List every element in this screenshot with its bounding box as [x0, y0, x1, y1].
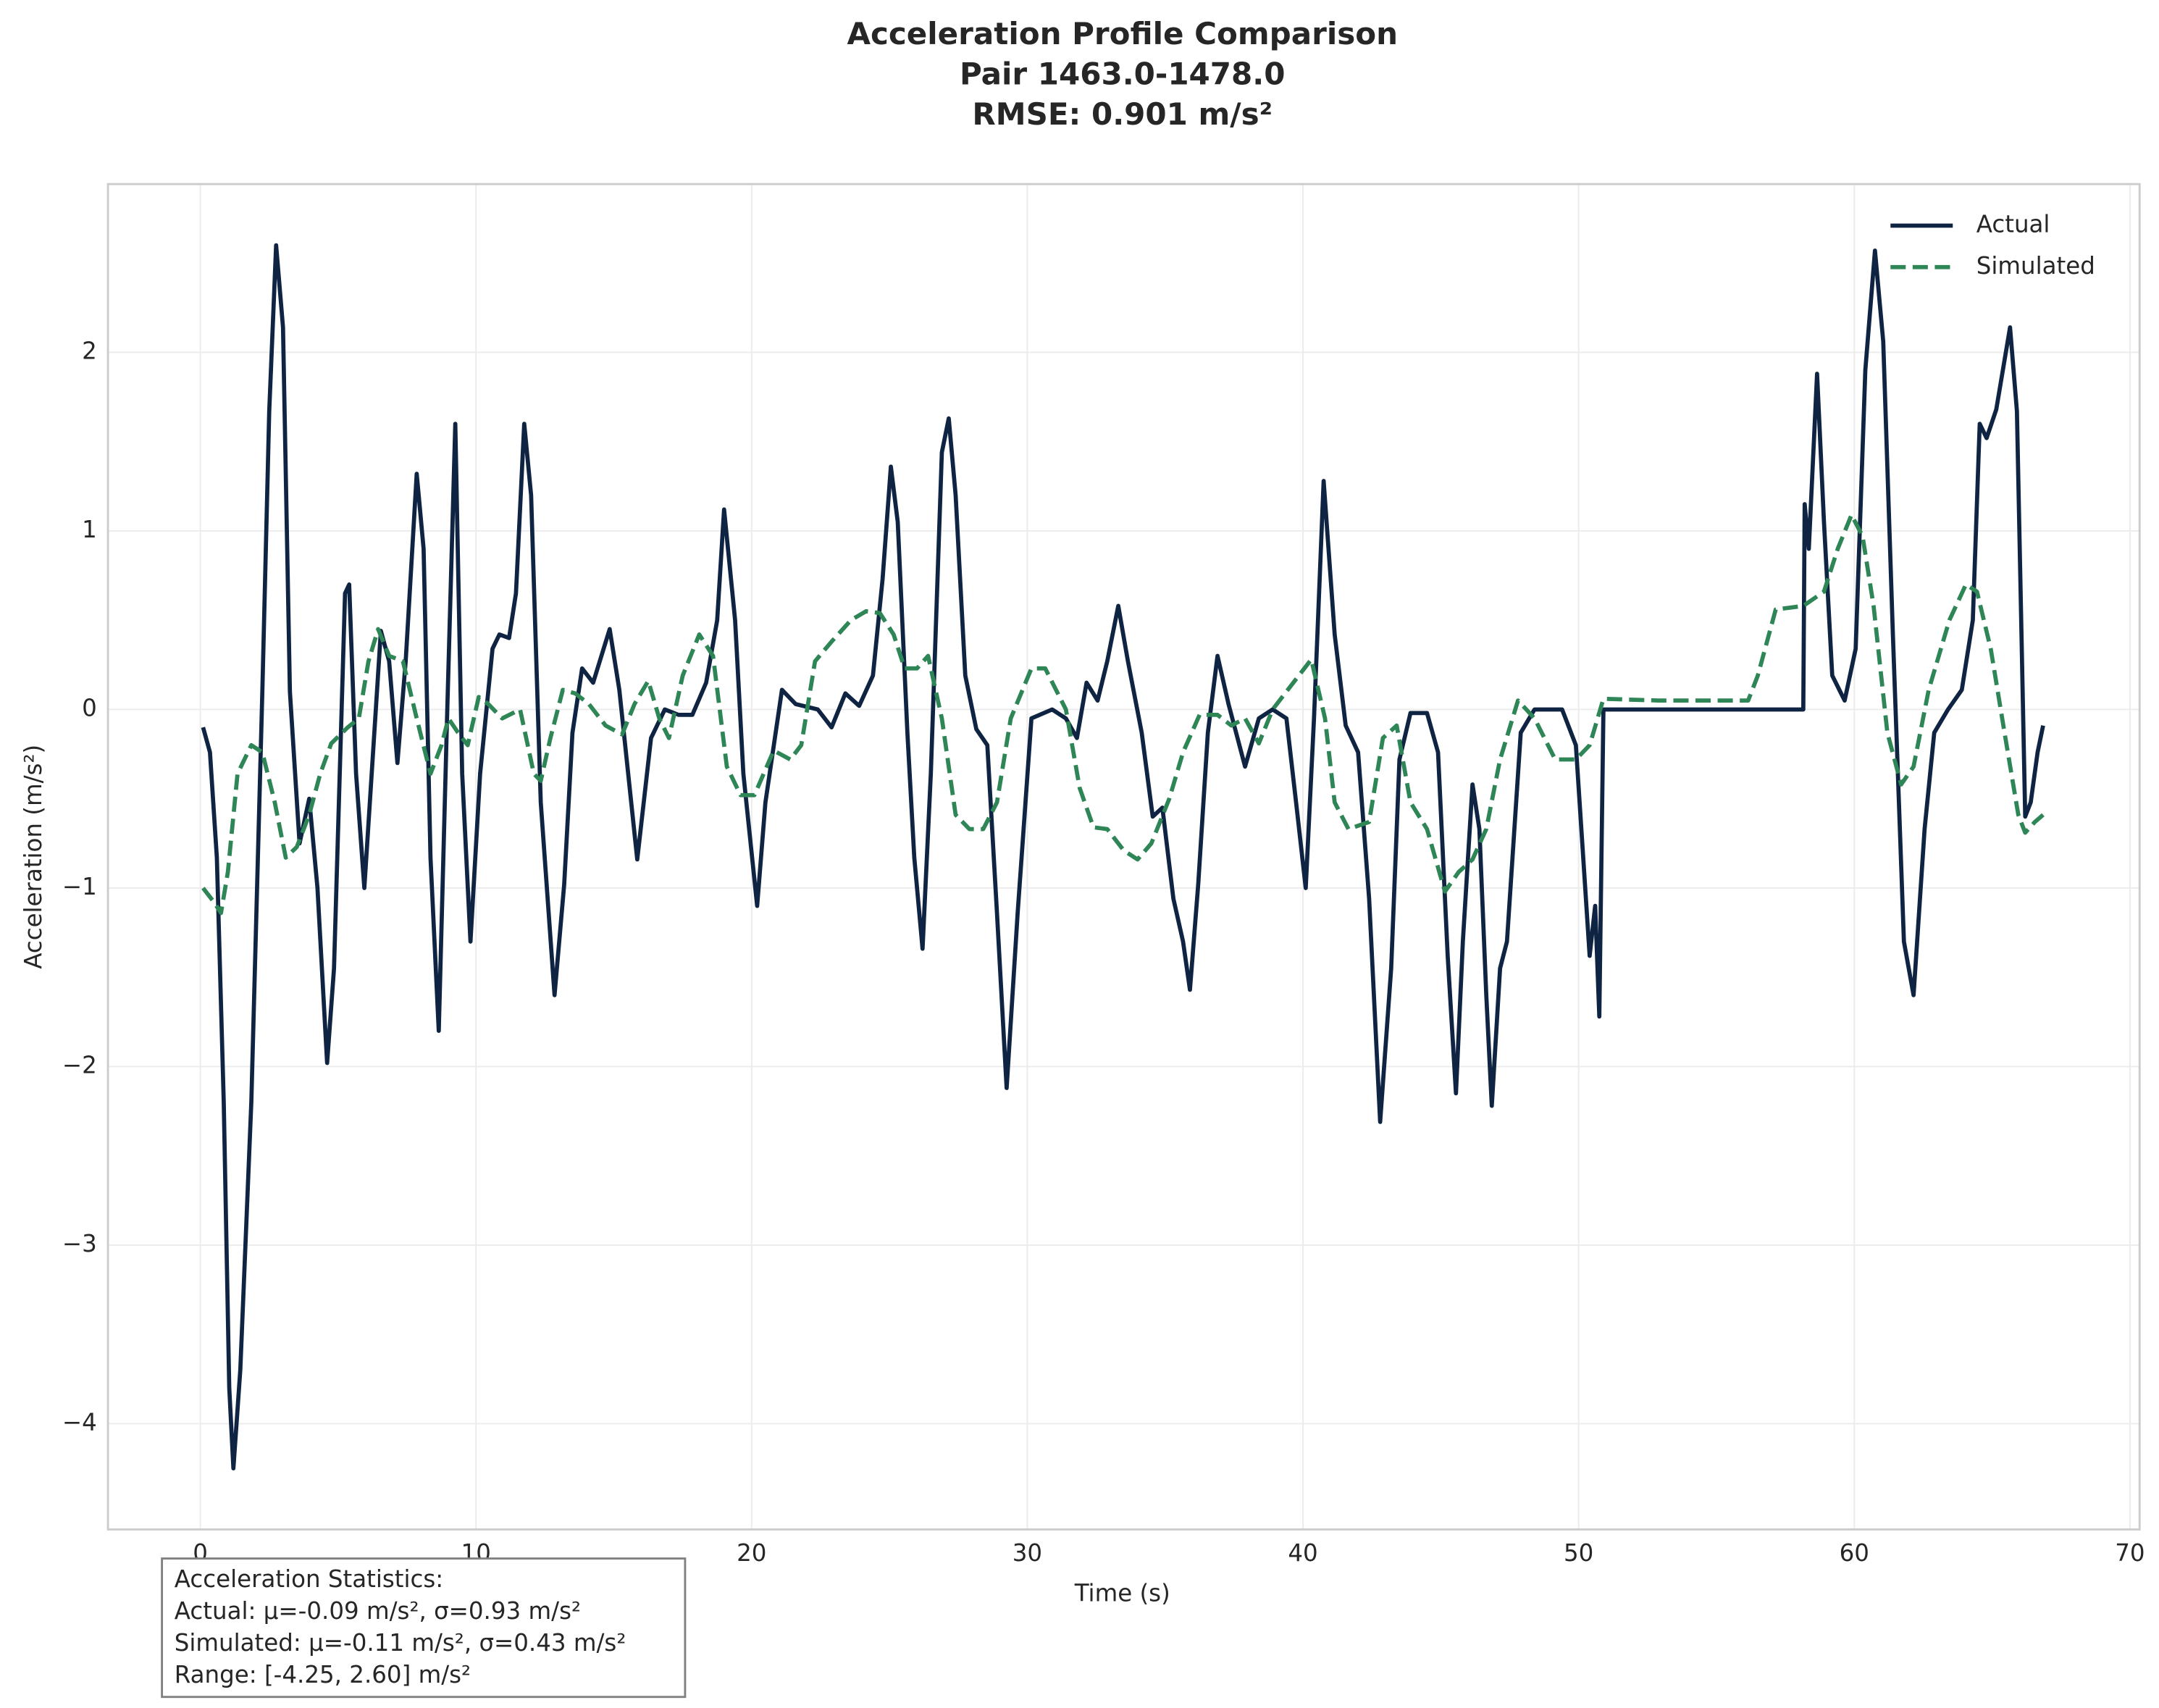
y-tick-label: −3: [62, 1230, 97, 1257]
stats-line: Acceleration Statistics:: [175, 1565, 443, 1593]
x-tick-label: 30: [1013, 1539, 1042, 1567]
series-line: [201, 512, 2045, 916]
series-line: [201, 243, 2045, 1470]
x-tick-label: 70: [2115, 1539, 2145, 1567]
rmse-label: RMSE: 0.901 m/s²: [972, 96, 1273, 132]
y-tick-label: 2: [82, 337, 97, 364]
chart-subtitle: Pair 1463.0-1478.0: [960, 56, 1285, 92]
chart-title: Acceleration Profile Comparison: [847, 16, 1398, 51]
x-tick-label: 40: [1288, 1539, 1317, 1567]
y-tick-label: 0: [82, 694, 97, 721]
x-axis-label: Time (s): [1074, 1579, 1170, 1607]
y-tick-label: −1: [62, 873, 97, 900]
x-tick-label: 50: [1564, 1539, 1593, 1567]
plot-frame: [106, 183, 2141, 1531]
y-tick-label: −4: [62, 1408, 97, 1436]
y-tick-label: 1: [82, 516, 97, 543]
stats-box: [161, 1557, 687, 1699]
legend-label: Actual: [1976, 210, 2050, 238]
x-tick-label: 60: [1840, 1539, 1869, 1567]
x-tick-label: 20: [737, 1539, 766, 1567]
stats-line: Actual: μ=-0.09 m/s², σ=0.93 m/s²: [175, 1597, 581, 1625]
legend-label: Simulated: [1976, 252, 2095, 280]
stats-line: Simulated: μ=-0.11 m/s², σ=0.43 m/s²: [175, 1629, 626, 1657]
y-axis-label: Acceleration (m/s²): [20, 745, 47, 969]
y-tick-label: −2: [62, 1051, 97, 1079]
stats-line: Range: [-4.25, 2.60] m/s²: [175, 1661, 471, 1688]
